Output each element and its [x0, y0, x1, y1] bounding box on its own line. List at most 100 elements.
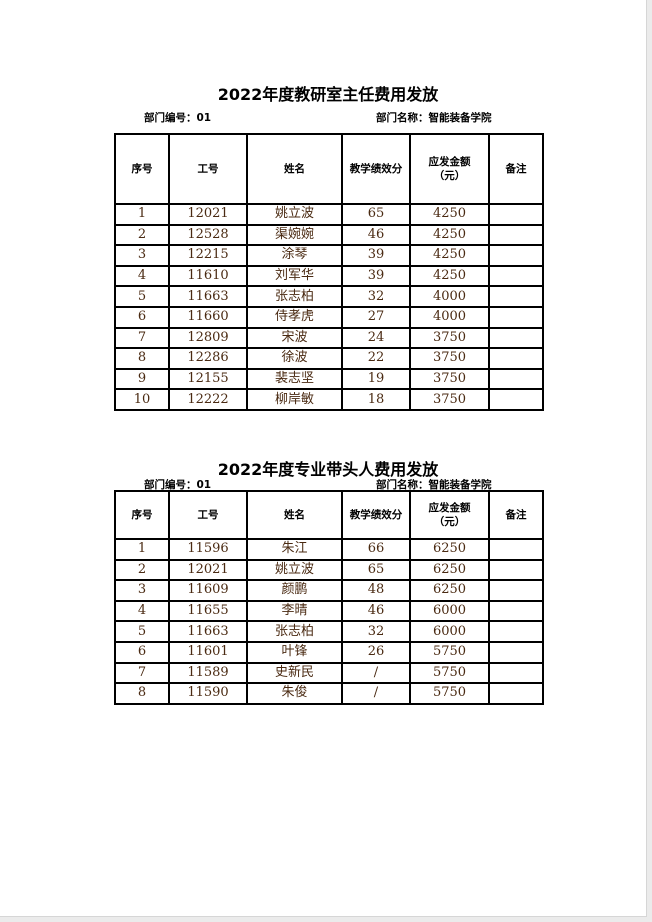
cell-remark — [488, 285, 544, 308]
cell-amount: 3750 — [409, 367, 490, 391]
table-row: 8 12286 徐波 22 3750 — [114, 347, 544, 370]
cell-seq: 4 — [114, 264, 170, 288]
table-row: 4 11610 刘军华 39 4250 — [114, 264, 544, 288]
cell-remark — [488, 326, 544, 350]
cell-id: 12155 — [168, 367, 248, 391]
cell-remark — [488, 640, 544, 664]
cell-score: 32 — [341, 285, 411, 308]
cell-id: 11660 — [168, 305, 248, 329]
cell-name: 徐波 — [246, 347, 343, 370]
cell-id: 12222 — [168, 388, 248, 411]
cell-score: 65 — [341, 203, 411, 226]
fee-table: 序号 工号 姓名 教学绩效分 应发金额 （元） 备注 1 11596 朱江 66 6250 2 12021… — [114, 490, 544, 705]
cell-seq: 3 — [114, 579, 170, 602]
cell-name: 李晴 — [246, 599, 343, 623]
cell-name: 叶锋 — [246, 640, 343, 664]
cell-remark — [488, 682, 544, 705]
cell-amount: 5750 — [409, 640, 490, 664]
cell-name: 朱俊 — [246, 682, 343, 705]
cell-name: 姚立波 — [246, 203, 343, 226]
cell-name: 颜鹏 — [246, 579, 343, 602]
table-row: 5 11663 张志柏 32 4000 — [114, 285, 544, 308]
cell-score: / — [341, 661, 411, 685]
cell-score: 65 — [341, 558, 411, 582]
cell-amount: 4000 — [409, 305, 490, 329]
table-row: 10 12222 柳岸敏 18 3750 — [114, 388, 544, 411]
cell-seq: 7 — [114, 661, 170, 685]
cell-seq: 6 — [114, 305, 170, 329]
header-seq: 序号 — [114, 133, 170, 205]
header-remark: 备注 — [488, 490, 544, 540]
cell-amount: 6000 — [409, 620, 490, 643]
cell-remark — [488, 558, 544, 582]
cell-score: 48 — [341, 579, 411, 602]
cell-score: 24 — [341, 326, 411, 350]
cell-score: 18 — [341, 388, 411, 411]
cell-amount: 6250 — [409, 538, 490, 561]
header-amount: 应发金额 （元） — [409, 133, 490, 205]
cell-remark — [488, 661, 544, 685]
cell-amount: 4250 — [409, 264, 490, 288]
cell-id: 11601 — [168, 640, 248, 664]
cell-amount: 6250 — [409, 558, 490, 582]
header-row: 序号 工号 姓名 教学绩效分 应发金额 （元） 备注 — [114, 133, 544, 205]
dept-code: 部门编号：01 — [144, 112, 212, 124]
cell-remark — [488, 244, 544, 267]
cell-seq: 4 — [114, 599, 170, 623]
header-remark: 备注 — [488, 133, 544, 205]
cell-name: 宋波 — [246, 326, 343, 350]
table-title: 2022年度教研室主任费用发放 — [217, 85, 439, 104]
table-row: 7 12809 宋波 24 3750 — [114, 326, 544, 350]
header-row: 序号 工号 姓名 教学绩效分 应发金额 （元） 备注 — [114, 490, 544, 540]
cell-id: 12215 — [168, 244, 248, 267]
cell-name: 渠婉婉 — [246, 223, 343, 247]
cell-name: 侍孝虎 — [246, 305, 343, 329]
header-seq: 序号 — [114, 490, 170, 540]
table-row: 3 12215 涂琴 39 4250 — [114, 244, 544, 267]
cell-name: 涂琴 — [246, 244, 343, 267]
cell-id: 12021 — [168, 203, 248, 226]
table-row: 1 11596 朱江 66 6250 — [114, 538, 544, 561]
cell-score: 19 — [341, 367, 411, 391]
cell-id: 12286 — [168, 347, 248, 370]
cell-seq: 1 — [114, 538, 170, 561]
cell-seq: 2 — [114, 558, 170, 582]
cell-amount: 4250 — [409, 203, 490, 226]
cell-amount: 5750 — [409, 682, 490, 705]
cell-amount: 3750 — [409, 388, 490, 411]
table-row: 5 11663 张志柏 32 6000 — [114, 620, 544, 643]
cell-seq: 7 — [114, 326, 170, 350]
table-title: 2022年度专业带头人费用发放 — [217, 460, 439, 479]
cell-remark — [488, 347, 544, 370]
cell-name: 张志柏 — [246, 285, 343, 308]
header-id: 工号 — [168, 490, 248, 540]
cell-remark — [488, 599, 544, 623]
cell-remark — [488, 367, 544, 391]
cell-id: 11610 — [168, 264, 248, 288]
header-name: 姓名 — [246, 490, 343, 540]
cell-remark — [488, 388, 544, 411]
cell-id: 11589 — [168, 661, 248, 685]
dept-code: 部门编号：01 — [144, 479, 212, 491]
cell-name: 姚立波 — [246, 558, 343, 582]
table-row: 6 11660 侍孝虎 27 4000 — [114, 305, 544, 329]
cell-seq: 5 — [114, 620, 170, 643]
cell-remark — [488, 203, 544, 226]
cell-id: 12528 — [168, 223, 248, 247]
table-row: 3 11609 颜鹏 48 6250 — [114, 579, 544, 602]
header-id: 工号 — [168, 133, 248, 205]
cell-name: 史新民 — [246, 661, 343, 685]
cell-remark — [488, 579, 544, 602]
cell-name: 朱江 — [246, 538, 343, 561]
table-row: 2 12528 渠婉婉 46 4250 — [114, 223, 544, 247]
header-score: 教学绩效分 — [341, 490, 411, 540]
cell-remark — [488, 620, 544, 643]
cell-id: 11655 — [168, 599, 248, 623]
cell-name: 裴志坚 — [246, 367, 343, 391]
cell-seq: 8 — [114, 682, 170, 705]
cell-seq: 1 — [114, 203, 170, 226]
cell-seq: 3 — [114, 244, 170, 267]
cell-score: 22 — [341, 347, 411, 370]
cell-amount: 4250 — [409, 223, 490, 247]
